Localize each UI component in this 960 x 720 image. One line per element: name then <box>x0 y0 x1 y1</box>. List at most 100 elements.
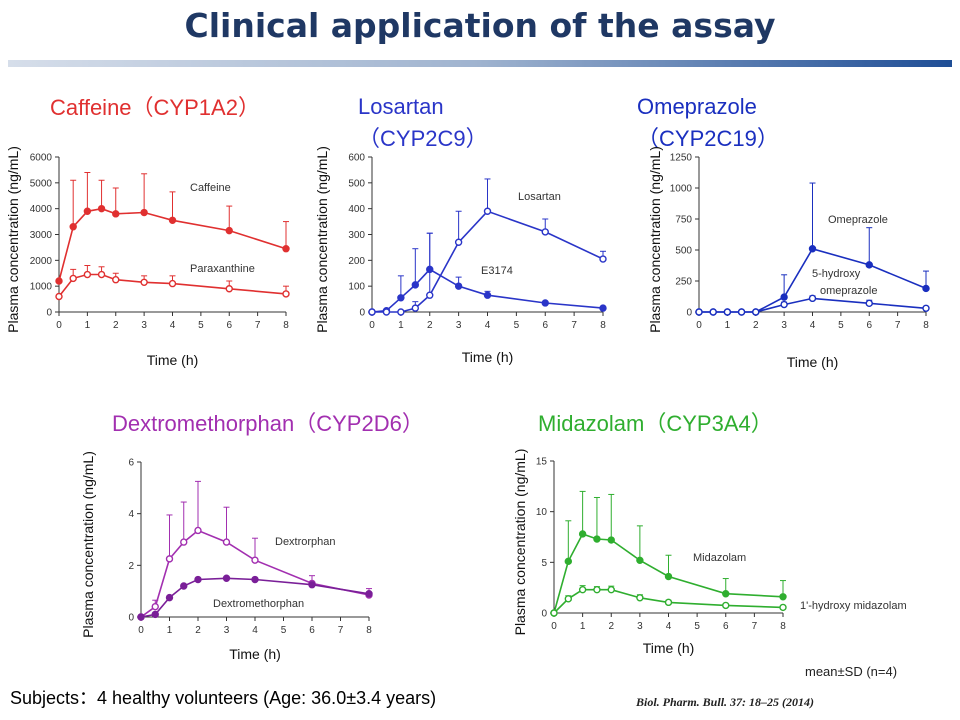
data-point <box>550 609 558 617</box>
data-point <box>808 245 817 253</box>
data-point <box>168 279 177 288</box>
data-point <box>922 284 930 293</box>
series-midazolam-0 <box>550 490 787 617</box>
x-tick-label: 0 <box>551 621 557 632</box>
data-point <box>607 585 615 594</box>
series-line <box>699 247 927 313</box>
y-tick-label: 0 <box>46 308 52 319</box>
data-point <box>368 308 376 316</box>
x-tick-label: 5 <box>198 320 204 331</box>
x-axis-label: Time (h) <box>229 646 281 662</box>
y-tick-label: 10 <box>536 507 548 518</box>
x-tick-label: 2 <box>427 320 433 331</box>
series-omeprazole-1 <box>695 294 930 316</box>
data-point <box>83 270 92 279</box>
data-point <box>222 574 231 582</box>
x-tick-label: 7 <box>571 320 577 331</box>
series-caffeine-1 <box>55 265 290 301</box>
header-losartan: Losartan （CYP2C9） <box>358 91 488 155</box>
data-point <box>737 308 746 316</box>
x-axis-label: Time (h) <box>462 349 514 365</box>
x-tick-label: 8 <box>600 320 606 331</box>
data-point <box>664 572 673 581</box>
data-point <box>483 207 492 215</box>
data-point <box>541 299 549 307</box>
x-tick-label: 2 <box>195 625 201 636</box>
data-point <box>411 281 420 289</box>
series-label: 5-hydroxy <box>812 268 861 280</box>
data-point <box>137 613 145 621</box>
data-point <box>808 294 817 303</box>
data-point <box>752 308 760 316</box>
data-point <box>282 290 290 298</box>
header-dextro-close: ） <box>401 411 424 436</box>
series-label: Dextromethorphan <box>213 598 304 610</box>
data-point <box>593 535 601 543</box>
data-point <box>780 300 788 309</box>
data-point <box>599 255 607 263</box>
y-tick-label: 0 <box>128 613 134 624</box>
x-tick-label: 3 <box>781 320 787 331</box>
data-point <box>97 204 106 213</box>
data-point <box>180 582 188 590</box>
series-label: Losartan <box>518 191 561 203</box>
y-tick-label: 1000 <box>670 184 693 195</box>
x-tick-label: 3 <box>224 625 230 636</box>
x-tick-label: 0 <box>696 320 702 331</box>
header-caffeine: Caffeine（CYP1A2） <box>50 90 260 122</box>
y-tick-label: 500 <box>348 178 365 189</box>
y-tick-label: 600 <box>348 153 365 164</box>
y-tick-label: 0 <box>541 609 547 620</box>
header-dextro-enzyme: CYP2D6 <box>316 411 402 436</box>
header-caffeine-close: ） <box>237 95 260 120</box>
x-axis-label: Time (h) <box>147 352 199 368</box>
data-point <box>365 590 373 598</box>
x-tick-label: 6 <box>542 320 548 331</box>
data-point <box>483 291 492 299</box>
data-point <box>695 308 703 316</box>
y-tick-label: 500 <box>675 246 692 257</box>
x-tick-label: 2 <box>753 320 759 331</box>
chart-omeprazole: 0 1 2 3 4 5 6 7 8 0 250 500 750 1000 1250 Time (h) Plasm… <box>647 146 930 370</box>
x-tick-label: 4 <box>170 320 176 331</box>
data-point <box>251 556 259 564</box>
x-tick-label: 6 <box>723 621 729 632</box>
data-point <box>578 530 587 538</box>
x-tick-label: 1 <box>167 625 173 636</box>
y-tick-label: 100 <box>348 282 365 293</box>
y-tick-label: 5000 <box>30 178 53 189</box>
series-label: Dextrorphan <box>275 536 336 548</box>
x-tick-label: 3 <box>637 621 643 632</box>
series-caffeine-0 <box>55 172 290 285</box>
x-tick-label: 4 <box>666 621 672 632</box>
y-tick-label: 4000 <box>30 204 53 215</box>
data-point <box>780 293 788 301</box>
y-axis-label: Plasma concentration (ng/mL) <box>80 451 96 638</box>
slide-title: Clinical application of the assay <box>184 6 776 45</box>
header-dextro-drug: Dextromethorphan（ <box>112 411 317 436</box>
x-tick-label: 1 <box>85 320 91 331</box>
y-tick-label: 5 <box>541 558 547 569</box>
series-label: Omeprazole <box>828 214 888 226</box>
y-axis-label: Plasma concentration (ng/mL) <box>512 449 528 636</box>
data-point <box>222 538 231 546</box>
x-tick-label: 5 <box>838 320 844 331</box>
series-losartan-1 <box>368 178 607 316</box>
header-midazolam-close: ） <box>750 411 773 436</box>
data-point <box>225 285 233 293</box>
data-point <box>454 282 463 290</box>
data-point <box>225 226 233 235</box>
chart-losartan: 0 1 2 3 4 5 6 7 8 0 100 200 300 400 500 600 Time (h) Plas… <box>314 146 607 365</box>
x-tick-label: 6 <box>309 625 315 636</box>
data-point <box>168 216 177 224</box>
x-tick-label: 3 <box>456 320 462 331</box>
x-tick-label: 0 <box>138 625 144 636</box>
header-losartan-open: （ <box>358 126 381 151</box>
x-tick-label: 8 <box>366 625 372 636</box>
data-point <box>722 590 730 598</box>
x-tick-label: 2 <box>608 621 614 632</box>
data-point <box>564 595 573 603</box>
y-tick-label: 2000 <box>30 256 53 267</box>
data-point <box>112 210 120 218</box>
